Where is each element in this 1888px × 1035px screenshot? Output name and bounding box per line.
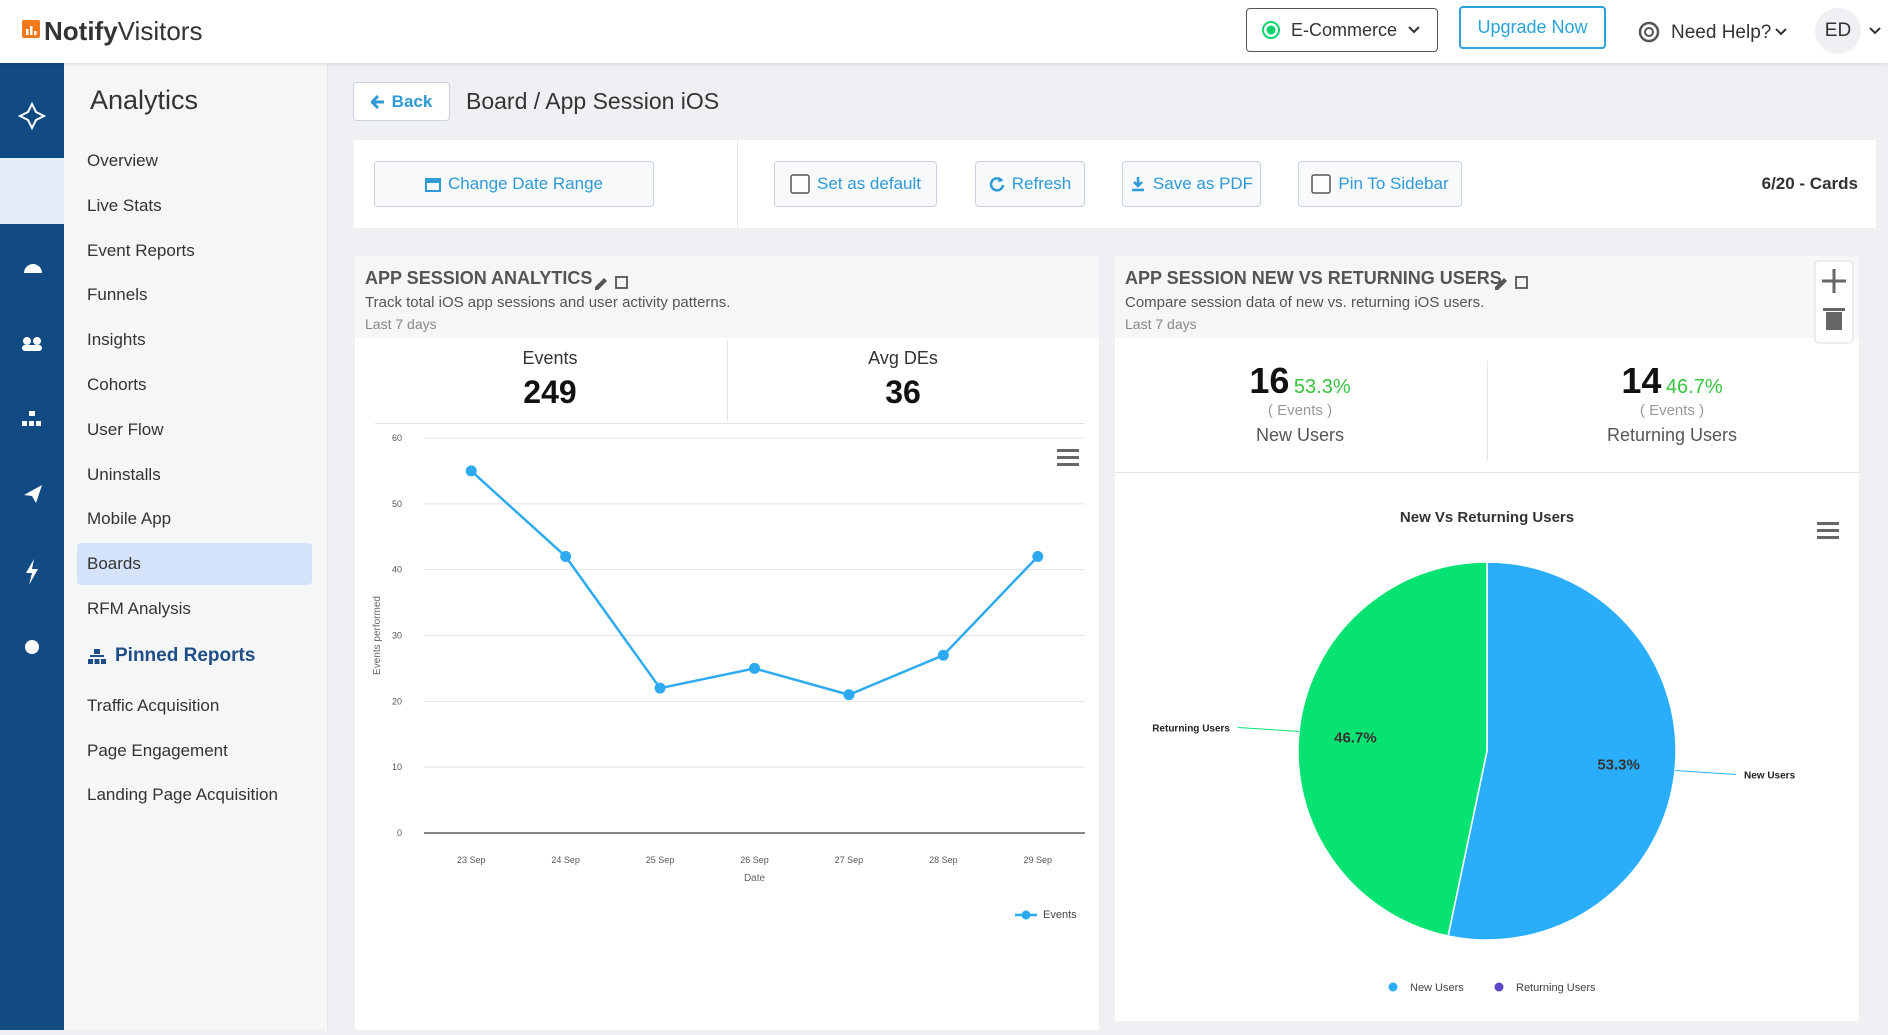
card-description: Compare session data of new vs. returnin… (1125, 294, 1485, 311)
checkbox (790, 174, 810, 194)
section-title: Analytics (90, 85, 199, 115)
stat-divider (1487, 361, 1488, 461)
stat-rule (375, 423, 1085, 424)
toolbar-divider (737, 140, 738, 228)
default-checkbox[interactable]: Set as default (774, 161, 937, 207)
stat-label: Events (522, 348, 578, 368)
stat-share: 46.7% (1665, 376, 1723, 398)
stat-divider (727, 340, 728, 421)
menu-item[interactable]: Cohorts (87, 375, 147, 394)
refresh-icon (989, 177, 1004, 192)
menu-item[interactable]: Funnels (87, 285, 148, 305)
menu-item[interactable]: Insights (87, 330, 146, 350)
card-description: Track total iOS app sessions and user ac… (365, 294, 731, 311)
back-label: Back (391, 91, 433, 111)
pinned-title: Pinned Reports (115, 645, 256, 666)
stat-rule (1115, 472, 1859, 473)
card-period: Last 7 days (365, 316, 437, 332)
card-title: APP SESSION ANALYTICS (365, 268, 593, 288)
top-bar: NotifyVisitors E-Commerce Upgrade Now Ne… (0, 0, 1888, 63)
upgrade-button[interactable]: Upgrade Now (1459, 6, 1606, 49)
stat-value: 36 (885, 374, 921, 410)
label: Refresh (1011, 174, 1072, 193)
refresh-button[interactable]: Refresh (975, 161, 1085, 207)
logo[interactable]: NotifyVisitors (44, 16, 202, 47)
chevron (1869, 27, 1881, 35)
edit-icons (595, 276, 628, 290)
menu-item[interactable]: Mobile App (87, 509, 172, 529)
project-name: E-Commerce (1291, 19, 1398, 40)
stat-label: Returning Users (1606, 425, 1738, 445)
edit-icons (1495, 276, 1528, 290)
card-title: APP SESSION NEW VS RETURNING USERS (1125, 268, 1502, 288)
menu-item[interactable]: Boards (77, 543, 312, 586)
download-icon (1131, 177, 1144, 192)
logo-icon (22, 20, 40, 38)
status-dot (1262, 21, 1280, 39)
page-title: Board / App Session iOS (466, 88, 720, 114)
calendar-icon (424, 178, 441, 192)
menu-item[interactable]: User Flow (87, 419, 164, 439)
stat-value: 249 (523, 374, 577, 410)
menu-item[interactable]: Page Engagement (87, 740, 228, 760)
save-pdf-button[interactable]: Save as PDF (1122, 161, 1261, 207)
stat-unit: ( Events ) (1267, 402, 1333, 419)
chevron (1775, 28, 1787, 36)
label: Pin To Sidebar (1338, 174, 1449, 193)
label: Change Date Range (447, 174, 603, 193)
icon-bar (0, 63, 64, 1030)
chevron (1408, 26, 1420, 34)
menu-item[interactable]: Landing Page Acquisition (87, 785, 278, 804)
card-header (1115, 256, 1859, 338)
menu-item[interactable]: Live Stats (87, 195, 162, 215)
help-icon (1638, 21, 1660, 43)
stat-label: New Users (1255, 425, 1344, 445)
logo-suffix: Visitors (117, 16, 203, 46)
menu-item[interactable]: RFM Analysis (87, 599, 191, 618)
label: Save as PDF (1152, 174, 1254, 193)
card: APP SESSION NEW VS RETURNING USERS Compa… (1115, 256, 1859, 1021)
checkbox (1311, 174, 1332, 194)
pinned-icon (88, 649, 106, 664)
stat-label: Avg DEs (868, 348, 938, 368)
stat-block: 14 46.7% (1572, 360, 1772, 402)
active-icon-bg (0, 158, 64, 224)
project-select[interactable]: E-Commerce (1246, 8, 1438, 52)
stat-share: 53.3% (1293, 376, 1351, 398)
stat-value: 14 (1621, 360, 1662, 401)
card-header (355, 256, 1099, 338)
cards-count: 6/20 - Cards (1761, 174, 1858, 193)
sub-navigation: Analytics Overview Live Stats Event Report… (64, 63, 328, 1030)
stat-unit: ( Events ) (1639, 402, 1705, 419)
card-period: Last 7 days (1125, 316, 1197, 332)
stat-block: 16 53.3% (1200, 360, 1400, 402)
help-link[interactable]: Need Help? (1671, 22, 1772, 43)
label: Set as default (817, 174, 921, 193)
card: APP SESSION ANALYTICS Track total iOS ap… (355, 256, 1099, 1030)
menu-item[interactable]: Overview (87, 151, 158, 170)
date-range-button[interactable]: Change Date Range (374, 161, 654, 207)
card-actions[interactable] (1814, 260, 1854, 344)
back-arrow (370, 94, 384, 109)
back-button[interactable]: Back (353, 82, 450, 121)
pin-checkbox[interactable]: Pin To Sidebar (1298, 161, 1462, 207)
stat-value: 16 (1249, 360, 1290, 401)
logo-brand: Notify (44, 16, 118, 46)
menu-item[interactable]: Traffic Acquisition (87, 696, 220, 715)
user-avatar[interactable]: ED (1815, 8, 1861, 54)
menu-item[interactable]: Event Reports (87, 240, 195, 260)
menu-item[interactable]: Uninstalls (87, 464, 161, 484)
